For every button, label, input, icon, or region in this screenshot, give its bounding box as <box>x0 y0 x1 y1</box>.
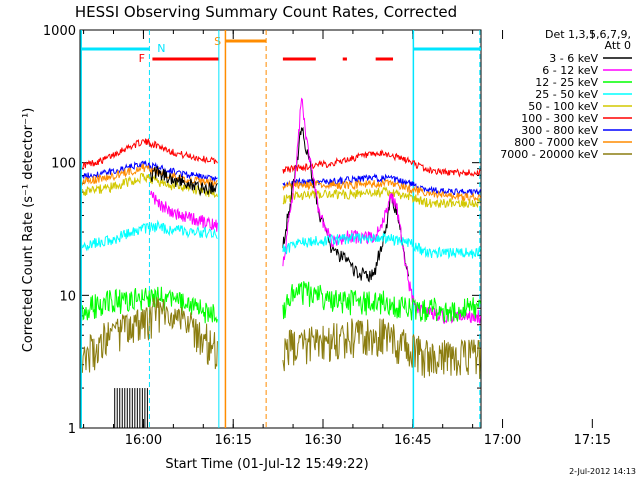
legend-header: Att 0 <box>605 39 631 52</box>
y-tick-label: 100 <box>51 157 76 172</box>
y-tick-label: 10 <box>59 289 76 304</box>
series-line-7 <box>282 281 481 323</box>
x-tick-label: 16:30 <box>304 433 341 448</box>
x-tick-label: 16:45 <box>394 433 431 448</box>
legend-label: 25 - 50 keV <box>535 88 598 101</box>
series-line-4 <box>150 165 218 197</box>
night-flag-label: N <box>157 42 165 55</box>
legend-label: 50 - 100 keV <box>528 100 598 113</box>
series-line-6 <box>81 219 218 252</box>
series-line-0 <box>282 149 481 178</box>
legend-label: 7000 - 20000 keV <box>500 148 598 161</box>
legend-label: 800 - 7000 keV <box>514 136 598 149</box>
x-tick-label: 17:15 <box>574 433 611 448</box>
legend-label: 300 - 800 keV <box>521 124 598 137</box>
flare-flag-label: F <box>139 52 145 65</box>
series-line-2 <box>81 163 218 188</box>
y-tick-label: 1 <box>68 422 76 437</box>
x-axis-label: Start Time (01-Jul-12 15:49:22) <box>165 457 368 472</box>
series-line-5 <box>150 190 218 232</box>
x-tick-label: 16:00 <box>125 433 162 448</box>
legend-label: 100 - 300 keV <box>521 112 598 125</box>
legend-label: 6 - 12 keV <box>542 64 598 77</box>
series-line-8 <box>282 318 481 379</box>
series-line-6 <box>282 232 481 260</box>
y-tick-label: 1000 <box>43 24 76 39</box>
plot-frame <box>79 29 482 429</box>
saa-flag-label: S <box>214 35 221 48</box>
series-line-1 <box>81 159 218 183</box>
legend-label: 12 - 25 keV <box>535 76 598 89</box>
series-line-8 <box>81 296 218 373</box>
x-tick-label: 16:15 <box>214 433 251 448</box>
x-tick-label: 17:00 <box>484 433 521 448</box>
series-line-0 <box>81 137 218 170</box>
series-line-5 <box>282 97 481 325</box>
series-line-4 <box>282 126 410 283</box>
y-axis-label: Corrected Count Rate (s⁻¹ detector⁻¹) <box>21 108 36 353</box>
chart-title: HESSI Observing Summary Count Rates, Cor… <box>75 3 457 21</box>
series-line-2 <box>282 178 481 202</box>
timestamp-label: 2-Jul-2012 14:13 <box>569 467 636 476</box>
legend-header: Det 1,3,5,6,7,9, <box>545 28 631 41</box>
plot-area: 1 10 100 1000 16:00 16:15 16:30 16:45 17:00 17:15… <box>43 24 611 448</box>
legend-label: 3 - 6 keV <box>549 52 598 65</box>
